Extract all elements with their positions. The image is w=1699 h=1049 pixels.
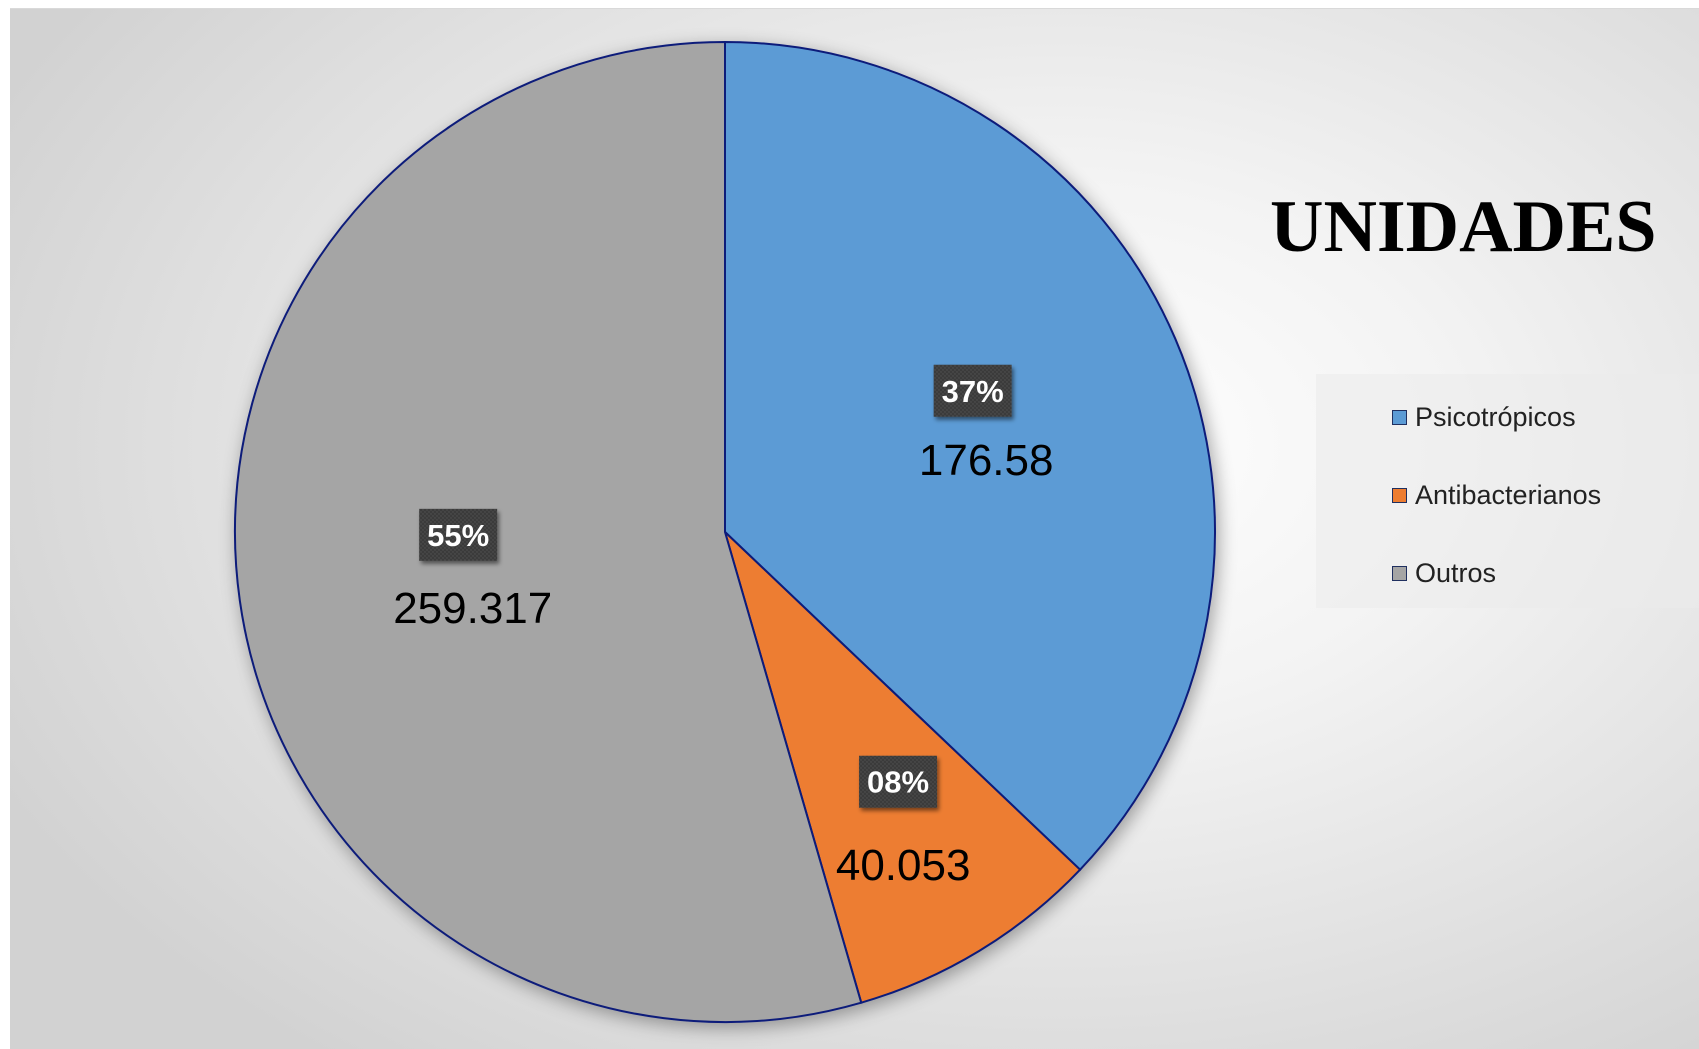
- legend-label-outros: Outros: [1415, 557, 1497, 588]
- legend: Psicotrópicos Antibacterianos Outros: [1316, 374, 1699, 608]
- value-label-outros: 259.317: [393, 584, 552, 633]
- legend-swatch-antibacterianos: [1392, 487, 1407, 503]
- chart-title: UNIDADES: [1270, 186, 1657, 268]
- percent-label-text-outros: 55%: [427, 518, 489, 553]
- value-label-psicotropicos: 176.58: [919, 436, 1054, 485]
- pie-data-labels: 37% 176.58 08% 40.053 55% 259.317: [393, 364, 1054, 890]
- legend-label-antibacterianos: Antibacterianos: [1415, 479, 1602, 510]
- legend-swatch-psicotropicos: [1392, 409, 1407, 425]
- percent-label-box-antibacterianos: [859, 755, 938, 808]
- percent-label-box-psicotropicos: [933, 364, 1012, 417]
- legend-item-psicotropicos: Psicotrópicos: [1392, 397, 1576, 437]
- percent-label-psicotropicos: 37%: [933, 364, 1012, 417]
- pie-slices: [234, 40, 1216, 1023]
- pie-slice-psicotropicos: [724, 40, 1216, 872]
- percent-label-text-antibacterianos: 08%: [867, 765, 929, 800]
- percent-label-box-outros: [419, 508, 498, 561]
- legend-swatch-outros: [1392, 565, 1407, 581]
- percent-label-text-psicotropicos: 37%: [942, 374, 1004, 409]
- legend-item-antibacterianos: Antibacterianos: [1392, 475, 1601, 515]
- legend-label-psicotropicos: Psicotrópicos: [1415, 401, 1576, 432]
- pie-chart: 37% 176.58 08% 40.053 55% 259.317: [234, 40, 1216, 1023]
- percent-label-antibacterianos: 08%: [859, 755, 938, 808]
- pie-slice-outros: [234, 40, 863, 1023]
- legend-item-outros: Outros: [1392, 553, 1496, 593]
- chart-area: 37% 176.58 08% 40.053 55% 259.317 UNIDADES Ps…: [10, 8, 1699, 1049]
- percent-label-outros: 55%: [419, 508, 498, 561]
- value-label-antibacterianos: 40.053: [836, 841, 971, 890]
